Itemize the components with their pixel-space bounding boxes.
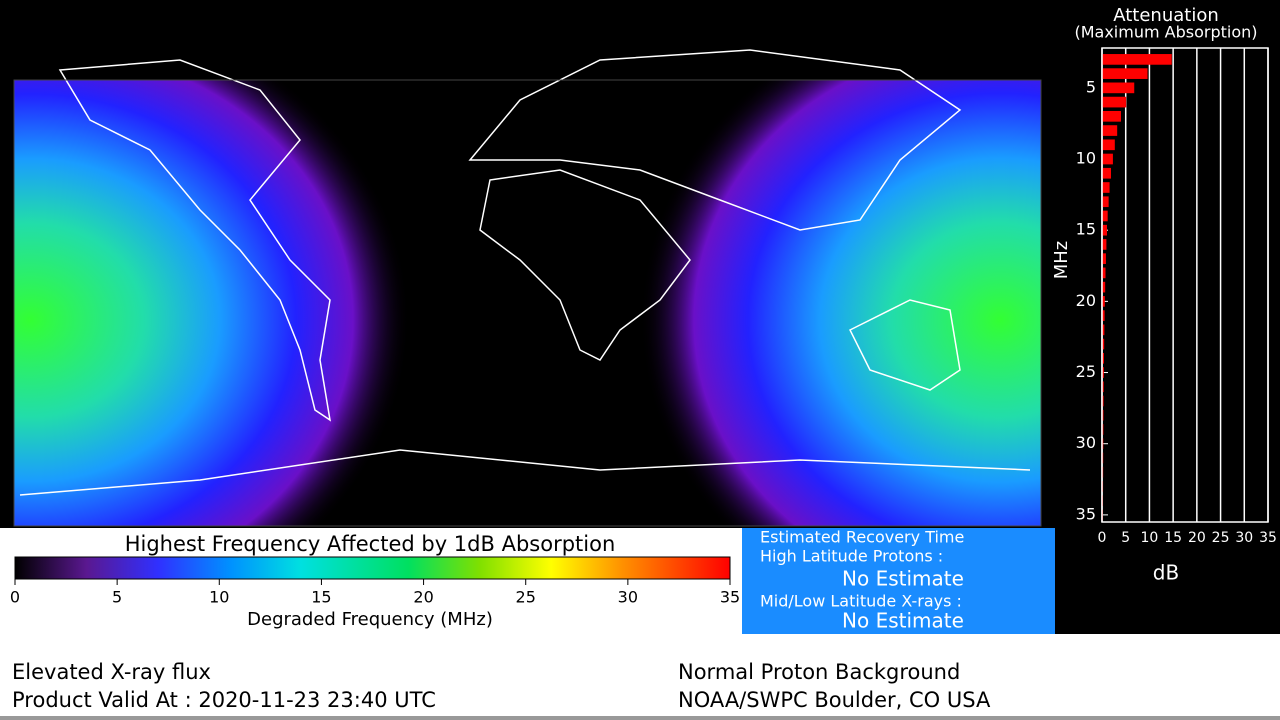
bar xyxy=(1102,324,1105,336)
colorbar-tick-label: 25 xyxy=(516,588,536,607)
recovery-box xyxy=(742,528,1055,634)
proton-status: Normal Proton Background xyxy=(678,660,960,684)
map-frame xyxy=(13,79,1042,527)
absorption-right xyxy=(14,80,1041,526)
y-tick-label: 30 xyxy=(1076,433,1096,452)
chart-title: Attenuation xyxy=(1113,5,1219,26)
colorbar-title: Highest Frequency Affected by 1dB Absorp… xyxy=(125,532,616,556)
bottom-border xyxy=(0,716,1280,720)
australia xyxy=(848,299,961,391)
colorbar-label: Degraded Frequency (MHz) xyxy=(247,609,493,630)
coastlines xyxy=(19,49,1031,496)
bar xyxy=(1102,367,1104,378)
x-tick-label: 25 xyxy=(1212,530,1230,546)
mid-latitude-label: Mid/Low Latitude X-rays : xyxy=(760,592,962,611)
high-latitude-value: No Estimate xyxy=(842,567,964,591)
chart-subtitle: (Maximum Absorption) xyxy=(1074,23,1257,42)
mid-latitude-value: No Estimate xyxy=(842,609,964,633)
absorption-map xyxy=(14,80,1041,526)
americas xyxy=(58,59,332,422)
bar xyxy=(1102,68,1148,79)
bar xyxy=(1102,125,1118,136)
bar xyxy=(1102,96,1127,108)
colorbar-tick-label: 5 xyxy=(112,588,122,607)
bar xyxy=(1102,253,1106,265)
colorbar-tick-label: 15 xyxy=(311,588,331,607)
bar xyxy=(1102,310,1105,321)
y-tick-label: 35 xyxy=(1076,504,1096,523)
y-tick-label: 20 xyxy=(1076,291,1096,310)
bar xyxy=(1102,54,1172,65)
bar xyxy=(1102,153,1113,165)
eurasia xyxy=(468,49,962,231)
colorbar-tick-label: 10 xyxy=(209,588,229,607)
colorbar-tick-label: 30 xyxy=(618,588,638,607)
y-tick-label: 10 xyxy=(1076,149,1096,168)
source-text: NOAA/SWPC Boulder, CO USA xyxy=(678,688,991,712)
colorbar-tick-label: 20 xyxy=(413,588,433,607)
x-tick-label: 15 xyxy=(1164,530,1182,546)
high-latitude-label: High Latitude Protons : xyxy=(760,547,943,566)
bar xyxy=(1102,210,1108,222)
bar xyxy=(1102,296,1105,307)
bar xyxy=(1102,82,1135,94)
y-axis-label: MHz xyxy=(1051,241,1072,280)
bar xyxy=(1102,281,1106,293)
bar xyxy=(1102,381,1104,393)
colorbar-tick-label: 35 xyxy=(720,588,740,607)
bar xyxy=(1102,338,1105,350)
bar xyxy=(1102,224,1107,236)
africa xyxy=(479,169,691,361)
bar xyxy=(1102,110,1121,122)
bar xyxy=(1102,182,1110,193)
colorbar xyxy=(14,556,731,580)
x-axis-label: dB xyxy=(1153,561,1179,585)
status-text: Elevated X-ray flux xyxy=(12,660,211,684)
colorbar-tick-label: 0 xyxy=(10,588,20,607)
bar xyxy=(1102,352,1104,364)
antarctica xyxy=(19,449,1031,496)
bar xyxy=(1102,167,1112,179)
bar xyxy=(1102,267,1106,279)
panel-background xyxy=(1055,528,1280,634)
y-tick-label: 5 xyxy=(1086,77,1096,96)
x-tick-label: 10 xyxy=(1141,530,1159,546)
bar xyxy=(1102,196,1109,208)
y-tick-label: 25 xyxy=(1076,362,1096,381)
chart-frame xyxy=(1101,47,1269,523)
x-tick-label: 20 xyxy=(1188,530,1206,546)
x-tick-label: 5 xyxy=(1121,530,1130,546)
bar xyxy=(1102,239,1107,250)
bar xyxy=(1102,139,1115,151)
valid-time: Product Valid At : 2020-11-23 23:40 UTC xyxy=(12,688,436,712)
y-tick-label: 15 xyxy=(1076,220,1096,239)
x-tick-label: 0 xyxy=(1098,530,1107,546)
recovery-title: Estimated Recovery Time xyxy=(760,528,964,547)
x-tick-label: 30 xyxy=(1235,530,1253,546)
x-tick-label: 35 xyxy=(1259,530,1277,546)
bar xyxy=(1102,395,1104,407)
